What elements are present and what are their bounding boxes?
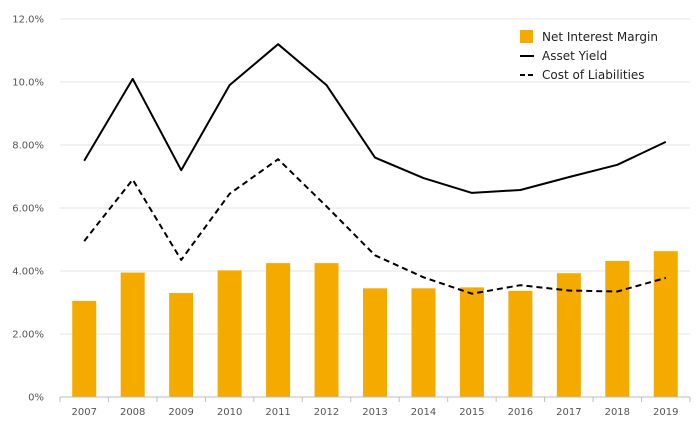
grid-lines bbox=[60, 18, 690, 335]
x-tick-label: 2011 bbox=[265, 407, 290, 418]
bar-net-interest-margin bbox=[169, 293, 194, 397]
y-tick-label: 10.0% bbox=[12, 78, 44, 89]
legend-label-net-interest-margin: Net Interest Margin bbox=[542, 30, 658, 44]
legend-label-cost-of-liabilities: Cost of Liabilities bbox=[542, 68, 645, 82]
bar-net-interest-margin bbox=[653, 251, 678, 397]
bar-net-interest-margin bbox=[72, 300, 97, 397]
line-asset-yield bbox=[83, 43, 667, 194]
legend-item-line-1: Cost of Liabilities bbox=[520, 68, 645, 82]
x-tick-label: 2017 bbox=[556, 407, 581, 418]
line-series bbox=[83, 43, 667, 295]
y-axis-ticks: 0% 2.00% 4.00% 6.00% 8.00% 10.0% 12.0% bbox=[12, 15, 44, 404]
y-tick-label: 6.00% bbox=[12, 204, 44, 215]
bar-net-interest-margin bbox=[508, 290, 533, 397]
bar-net-interest-margin bbox=[314, 263, 339, 397]
bar-net-interest-margin bbox=[556, 273, 581, 397]
y-tick-label: 12.0% bbox=[12, 15, 44, 26]
x-tick-label: 2013 bbox=[362, 407, 387, 418]
bar-net-interest-margin bbox=[459, 287, 484, 397]
line-cost-of-liabilities bbox=[83, 158, 667, 295]
x-axis-ticks: 2007 2008 2009 2010 2011 2012 2013 2014 2015 2016… bbox=[72, 407, 679, 418]
x-tick-label: 2012 bbox=[314, 407, 339, 418]
x-tick-label: 2010 bbox=[217, 407, 242, 418]
bar-net-interest-margin bbox=[363, 288, 387, 397]
bar-net-interest-margin bbox=[605, 260, 630, 397]
x-tick-label: 2009 bbox=[168, 407, 193, 418]
x-tick-label: 2018 bbox=[605, 407, 630, 418]
y-tick-label: 2.00% bbox=[12, 330, 44, 341]
x-axis bbox=[59, 396, 691, 402]
x-tick-label: 2019 bbox=[653, 407, 678, 418]
y-tick-label: 4.00% bbox=[12, 267, 44, 278]
x-tick-label: 2015 bbox=[459, 407, 484, 418]
legend: Net Interest Margin Asset Yield Cost of … bbox=[520, 30, 658, 82]
bar-series bbox=[72, 251, 678, 397]
x-tick-label: 2008 bbox=[120, 407, 145, 418]
bar-net-interest-margin bbox=[266, 263, 291, 397]
legend-item-line-0: Asset Yield bbox=[520, 49, 607, 63]
y-tick-label: 0% bbox=[28, 393, 44, 404]
x-tick-label: 2007 bbox=[72, 407, 97, 418]
bar-net-interest-margin bbox=[120, 272, 145, 397]
x-tick-label: 2016 bbox=[508, 407, 533, 418]
y-tick-label: 8.00% bbox=[12, 141, 44, 152]
legend-swatch-net-interest-margin bbox=[520, 30, 533, 43]
x-tick-label: 2014 bbox=[411, 407, 436, 418]
legend-item-bar: Net Interest Margin bbox=[520, 30, 658, 44]
legend-label-asset-yield: Asset Yield bbox=[542, 49, 607, 63]
bar-net-interest-margin bbox=[411, 288, 436, 397]
bar-net-interest-margin bbox=[217, 270, 242, 397]
